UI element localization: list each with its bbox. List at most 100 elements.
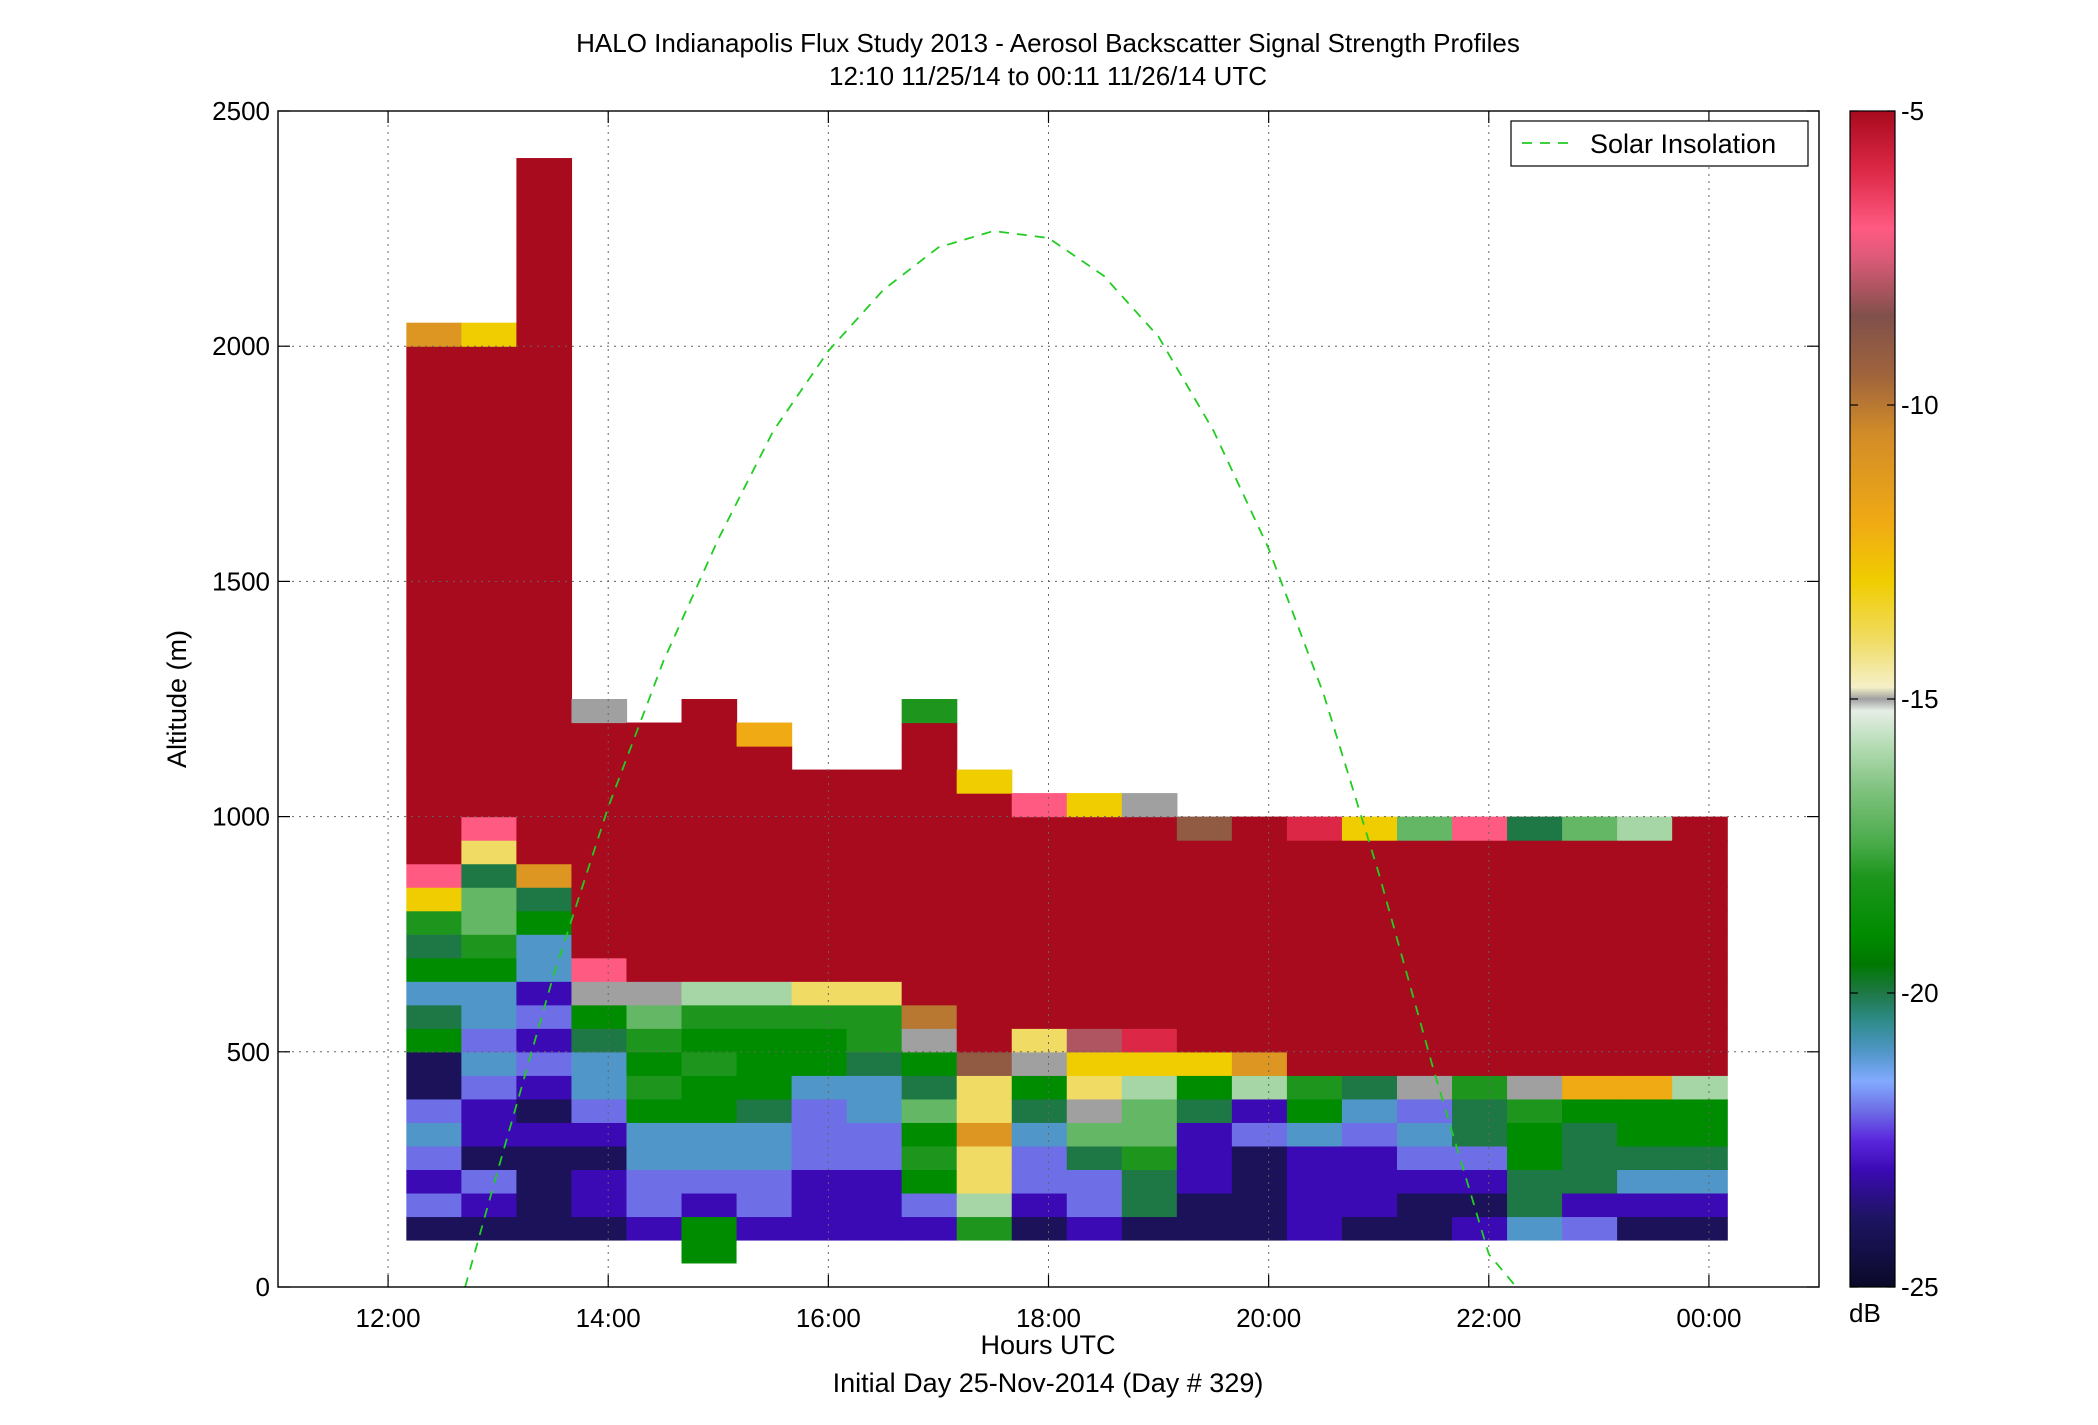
heatmap-cell <box>406 887 462 912</box>
heatmap-cell <box>736 1145 793 1170</box>
heatmap-cell <box>681 981 738 1006</box>
heatmap-cell <box>736 1169 793 1194</box>
heatmap-cell <box>736 1216 793 1241</box>
heatmap-cell <box>516 1028 573 1053</box>
y-tick-label: 1500 <box>212 566 270 596</box>
heatmap-cell <box>846 1122 903 1147</box>
heatmap-cell <box>516 1192 573 1218</box>
heatmap-cell <box>516 205 573 230</box>
heatmap-cell <box>1617 1004 1673 1029</box>
heatmap-cell <box>681 1145 738 1170</box>
heatmap-cell <box>846 1028 903 1053</box>
heatmap-cell <box>626 887 683 912</box>
heatmap-cell <box>1452 840 1508 865</box>
heatmap-cell <box>571 1098 628 1123</box>
heatmap-cell <box>1286 1004 1343 1029</box>
heatmap-cell <box>846 910 903 935</box>
heatmap-cell <box>406 1098 462 1123</box>
heatmap-cell <box>1066 981 1123 1006</box>
heatmap-cell <box>1672 840 1728 865</box>
heatmap-cell <box>406 1122 462 1147</box>
heatmap-cell <box>736 793 793 818</box>
heatmap-cell <box>571 1192 628 1218</box>
heatmap-cell <box>1562 1122 1618 1147</box>
heatmap-cell <box>571 1051 628 1076</box>
heatmap-cell <box>956 1169 1013 1194</box>
heatmap-cell <box>1617 934 1673 959</box>
heatmap-cell <box>1341 934 1398 959</box>
heatmap-cell <box>736 934 793 959</box>
heatmap-cell <box>571 981 628 1006</box>
heatmap-cell <box>461 722 518 747</box>
heatmap-cell <box>406 651 462 677</box>
heatmap-cell <box>791 816 848 841</box>
heatmap-cell <box>626 957 683 982</box>
heatmap-cell <box>1066 1004 1123 1029</box>
heatmap-cell <box>1286 934 1343 959</box>
heatmap-cell <box>681 863 738 888</box>
heatmap-cell <box>406 416 462 441</box>
x-tick-label: 16:00 <box>796 1303 861 1333</box>
heatmap-cell <box>1341 1051 1398 1076</box>
heatmap-cell <box>901 1098 958 1123</box>
heatmap-cell <box>1672 1169 1728 1194</box>
heatmap-cell <box>736 1075 793 1100</box>
heatmap-cell <box>461 393 518 418</box>
heatmap-cell <box>571 863 628 888</box>
heatmap-cell <box>736 769 793 794</box>
heatmap-cell <box>461 1216 518 1241</box>
heatmap-cell <box>516 840 573 865</box>
heatmap-cell <box>1121 934 1178 959</box>
heatmap-cell <box>791 887 848 912</box>
heatmap-cell <box>406 1216 462 1241</box>
heatmap-cell <box>626 981 683 1006</box>
heatmap-cell <box>461 628 518 653</box>
heatmap-cell <box>1341 1004 1398 1029</box>
heatmap-cell <box>1396 981 1453 1006</box>
heatmap-cell <box>461 793 518 818</box>
heatmap-cell <box>901 1216 958 1241</box>
heatmap-cell <box>461 1004 518 1029</box>
heatmap-cell <box>736 981 793 1006</box>
heatmap-cell <box>516 322 573 347</box>
heatmap-cell <box>1617 981 1673 1006</box>
heatmap-cell <box>1396 863 1453 888</box>
heatmap-cell <box>901 816 958 841</box>
heatmap-cell <box>571 1169 628 1194</box>
heatmap-cell <box>406 934 462 959</box>
heatmap-cell <box>571 1075 628 1100</box>
heatmap-cell <box>1231 1169 1288 1194</box>
heatmap-cell <box>1341 910 1398 935</box>
heatmap-cell <box>516 887 573 912</box>
heatmap-cell <box>1562 1216 1618 1241</box>
heatmap-cell <box>406 534 462 559</box>
heatmap-cell <box>406 322 462 347</box>
heatmap-cell <box>901 722 958 747</box>
heatmap-cell <box>1672 981 1728 1006</box>
heatmap-cell <box>626 1098 683 1123</box>
heatmap-cell <box>461 746 518 771</box>
heatmap-cell <box>461 1051 518 1076</box>
heatmap-cell <box>1231 1051 1288 1076</box>
heatmap-cell <box>406 981 462 1006</box>
heatmap-cell <box>516 957 573 982</box>
heatmap-cell <box>1011 887 1068 912</box>
heatmap-cells <box>406 158 1728 1264</box>
heatmap-cell <box>1176 1169 1233 1194</box>
heatmap-cell <box>406 1028 462 1053</box>
heatmap-cell <box>1617 887 1673 912</box>
heatmap-cell <box>461 581 518 606</box>
heatmap-cell <box>1011 816 1068 841</box>
heatmap-cell <box>1396 1169 1453 1194</box>
heatmap-cell <box>791 910 848 935</box>
heatmap-cell <box>461 463 518 488</box>
heatmap-cell <box>791 1075 848 1100</box>
heatmap-cell <box>846 1192 903 1218</box>
heatmap-cell <box>461 957 518 982</box>
heatmap-cell <box>626 1122 683 1147</box>
colorbar-tick-label: -25 <box>1901 1272 1939 1302</box>
heatmap-cell <box>1176 887 1233 912</box>
heatmap-cell <box>1066 863 1123 888</box>
heatmap-cell <box>516 158 573 183</box>
heatmap-cell <box>1617 1192 1673 1218</box>
